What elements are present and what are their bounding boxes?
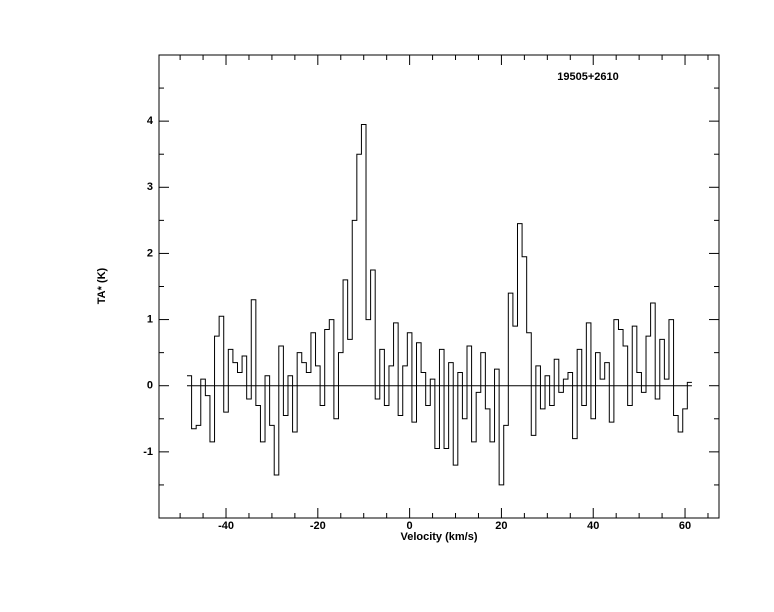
x-tick-label: 40 <box>587 520 599 532</box>
y-tick-label: 3 <box>147 181 153 193</box>
x-tick-label: 60 <box>679 520 691 532</box>
y-tick-label: 0 <box>147 380 153 392</box>
y-axis-label: TA* (K) <box>96 267 108 304</box>
x-tick-label: -40 <box>218 520 234 532</box>
chart-title: 19505+2610 <box>557 71 618 83</box>
x-tick-label: -20 <box>310 520 326 532</box>
y-tick-label: -1 <box>143 446 153 458</box>
y-tick-label: 2 <box>147 247 153 259</box>
x-tick-label: 0 <box>407 520 413 532</box>
x-axis-label: Velocity (km/s) <box>400 531 477 543</box>
x-tick-label: 20 <box>495 520 507 532</box>
y-tick-label: 1 <box>147 313 153 325</box>
y-tick-label: 4 <box>147 115 154 127</box>
spectrum-line <box>187 123 692 486</box>
